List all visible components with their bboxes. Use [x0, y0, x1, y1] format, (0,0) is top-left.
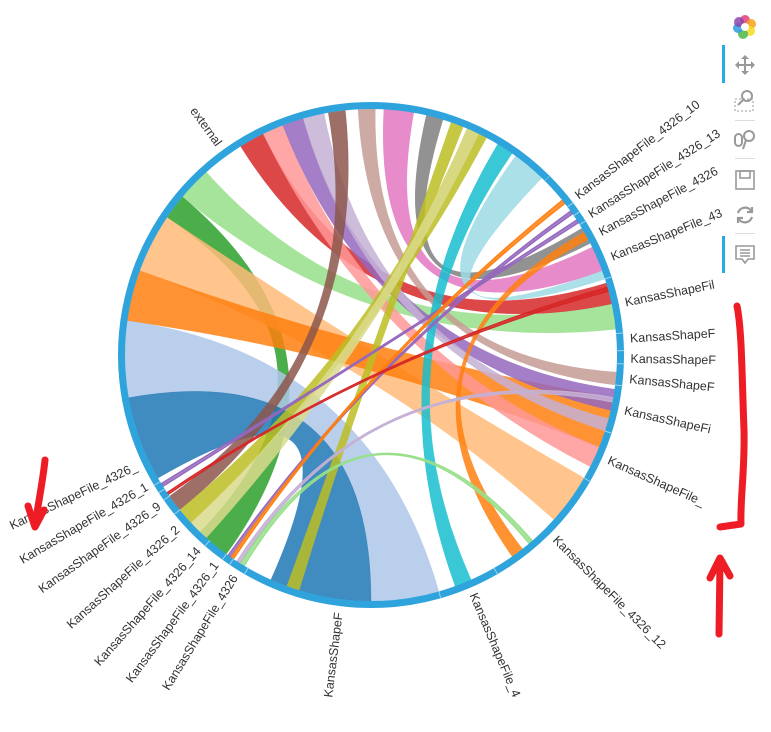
red-arrow-down-left [24, 456, 49, 531]
node-label: external [187, 105, 224, 149]
toolbar-divider [735, 233, 755, 234]
node-label: KansasShapeFile_ [606, 454, 709, 510]
node-separator [583, 477, 591, 483]
bokeh-logo-icon[interactable] [730, 12, 760, 42]
save-icon[interactable] [730, 165, 760, 195]
node-arc[interactable] [579, 220, 612, 280]
node-arc[interactable] [438, 568, 498, 599]
node-separator [243, 567, 249, 575]
node-separator [493, 567, 499, 575]
reset-icon[interactable] [730, 200, 760, 230]
node-arc[interactable] [158, 488, 170, 501]
node-label: KansasShapeFile_4326_12 [550, 533, 669, 652]
node-label: KansasShapeF [629, 372, 716, 394]
node-ring [118, 102, 625, 608]
node-label: KansasShapeF [630, 352, 716, 367]
node-separator [566, 202, 574, 208]
chord-edge[interactable] [230, 199, 566, 560]
pan-icon[interactable] [730, 50, 760, 80]
node-arc[interactable] [544, 176, 574, 207]
toolbar [722, 0, 771, 290]
node-separator [604, 276, 613, 280]
node-separator [153, 481, 161, 486]
node-separator [163, 495, 171, 501]
node-arc[interactable] [493, 477, 591, 575]
chord-edge[interactable] [166, 286, 610, 496]
node-separator [228, 558, 235, 566]
red-arrow-up [706, 554, 734, 638]
node-separator [614, 384, 623, 387]
node-arc[interactable] [154, 481, 165, 493]
wheel-zoom-icon[interactable] [730, 125, 760, 155]
node-separator [438, 590, 442, 599]
node-separator [578, 220, 587, 226]
node-arc[interactable] [244, 568, 441, 608]
chords [124, 108, 617, 602]
node-separator [158, 488, 166, 494]
node-label: KansasShapeF [321, 611, 345, 698]
red-bracket-arrow-right [716, 302, 748, 531]
node-separator [221, 553, 228, 561]
chord-edge[interactable] [239, 452, 534, 567]
node-arc[interactable] [118, 102, 550, 486]
node-label: KansasShapeF [630, 326, 717, 345]
node-separator [173, 509, 181, 515]
node-separator [204, 539, 211, 547]
red-annotations [24, 302, 748, 638]
pan-active-indicator [722, 45, 725, 83]
chord-edge[interactable] [160, 219, 580, 488]
node-separator [604, 430, 613, 434]
node-label: KansasShapeFil [624, 278, 716, 310]
toolbar-divider [735, 120, 755, 121]
toolbar-divider [735, 158, 755, 159]
hover-icon[interactable] [730, 240, 760, 270]
chord-edge[interactable] [236, 389, 614, 564]
node-arc[interactable] [616, 332, 624, 351]
node-label: KansasShapeFile_4 [467, 591, 524, 700]
node-label: KansasShapeFi [623, 404, 712, 437]
node-arc[interactable] [604, 276, 624, 334]
hover-active-indicator [722, 236, 725, 273]
node-separator [573, 211, 581, 217]
node-separator [615, 332, 624, 335]
box-zoom-icon[interactable] [730, 86, 760, 116]
node-arc[interactable] [615, 363, 624, 386]
node-arc[interactable] [222, 554, 234, 565]
